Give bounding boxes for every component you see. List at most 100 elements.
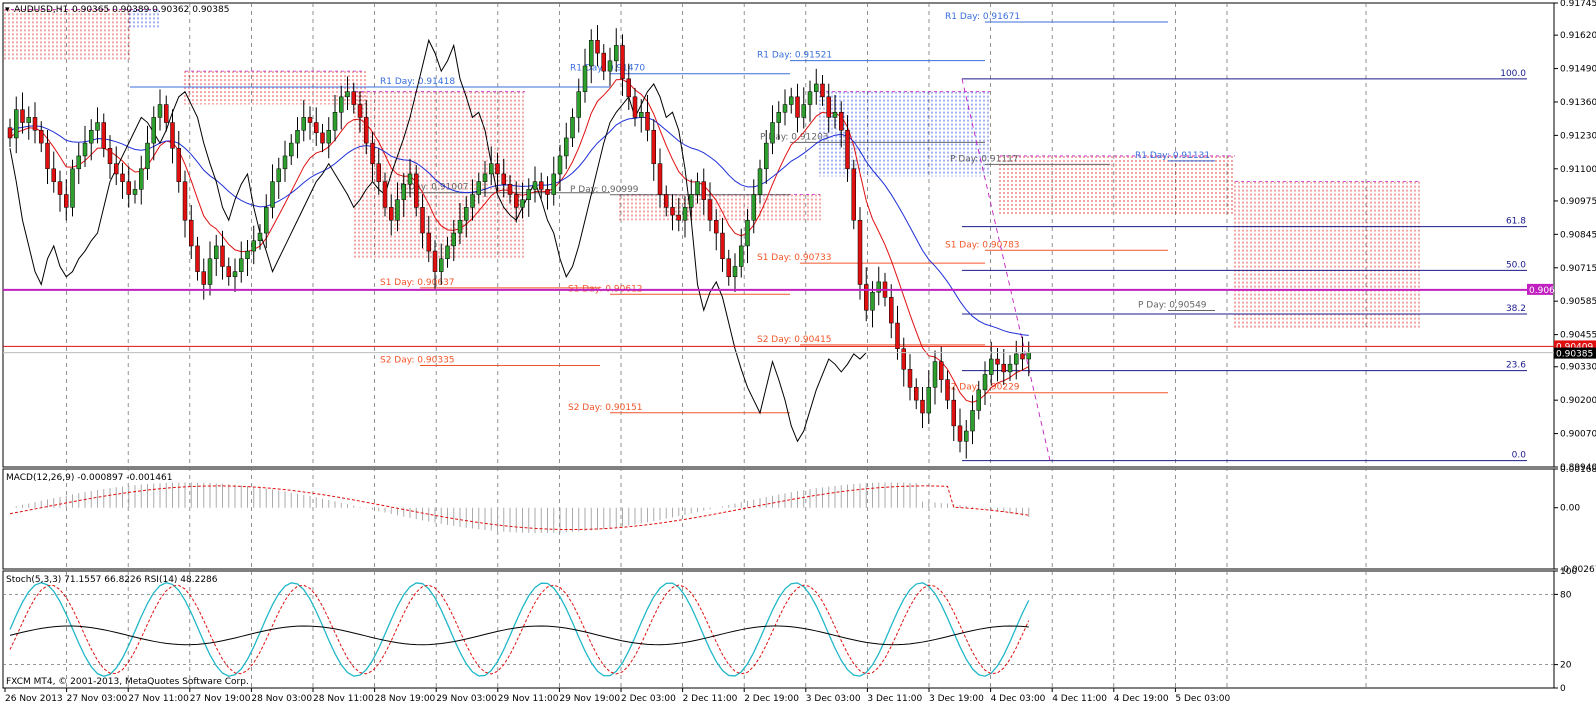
ohlc-readout: 0.90365 0.90389 0.90362 0.90385	[72, 5, 229, 15]
candle-bullish	[345, 91, 350, 98]
candle-bearish	[845, 129, 850, 170]
candle-bullish	[982, 374, 988, 391]
x-tick-label: 5 Dec 03:00	[1175, 694, 1230, 704]
candle-bearish	[826, 96, 831, 118]
x-tick-label: 4 Dec 03:00	[991, 694, 1046, 704]
bid-tag	[1554, 340, 1596, 352]
x-tick-label: 2 Dec 03:00	[621, 694, 676, 704]
candle-bullish	[614, 45, 619, 62]
y-tick-label: 0.90585	[1560, 297, 1596, 307]
y-tick-label: 0.91620	[1560, 31, 1596, 41]
fib-label: 38.2	[1506, 304, 1526, 314]
candle-bullish	[439, 258, 444, 272]
candle-bearish	[426, 232, 431, 252]
candle-bullish	[1007, 363, 1013, 373]
candle-bearish	[20, 109, 25, 123]
candle-bullish	[214, 245, 219, 260]
candle-bullish	[682, 207, 688, 221]
stoch-rsi-indicator: 100 80 20 0	[3, 567, 1577, 694]
candle-bearish	[507, 183, 513, 195]
candle-bearish	[889, 297, 894, 324]
candle-bearish	[645, 112, 650, 131]
candle-bearish	[495, 163, 500, 175]
candle-bearish	[120, 173, 125, 182]
candle-bullish	[70, 168, 75, 208]
y-tick-label: 0.91100	[1560, 165, 1596, 175]
candle-bullish	[745, 219, 750, 247]
pivot-label: R1 Day: 0.91418	[380, 77, 455, 87]
candle-bullish	[239, 258, 244, 272]
x-tick-label: 29 Nov 03:00	[436, 694, 497, 704]
stoch-y-tick-label: 100	[1560, 567, 1577, 577]
candle-bearish	[7, 127, 13, 139]
candle-bullish	[870, 291, 875, 311]
pivot-label: S2 Day: 0.90151	[568, 403, 643, 413]
candle-bearish	[914, 387, 919, 401]
candle-bearish	[907, 369, 913, 388]
candle-bearish	[64, 194, 69, 208]
stoch-y-tick-label: 80	[1560, 590, 1572, 600]
stoch-panel-frame	[2, 570, 1555, 689]
candle-bullish	[82, 142, 88, 157]
candle-bullish	[520, 199, 525, 208]
macd-y-tick-label: -0.00267	[1560, 565, 1596, 575]
candle-bullish	[489, 163, 494, 175]
candle-bearish	[226, 266, 231, 278]
candlesticks	[7, 25, 1031, 459]
candle-bullish	[464, 207, 469, 221]
candle-bullish	[964, 430, 969, 442]
fibonacci-levels: 100.0 61.8 50.0 38.2 23.6 0.0	[961, 69, 1527, 462]
candle-bearish	[176, 147, 181, 182]
pivot-label: R1 Day: 0.91671	[945, 12, 1020, 22]
candle-bullish	[457, 219, 463, 234]
candle-bullish	[245, 250, 250, 260]
candle-bullish	[251, 240, 256, 252]
pivot-label: P Day: 0.90549	[1138, 300, 1207, 310]
x-tick-label: 27 Nov 03:00	[67, 694, 128, 704]
candle-bullish	[476, 181, 481, 195]
symbol-arrow-icon: ▾	[5, 5, 10, 15]
candle-bearish	[839, 112, 844, 131]
stoch-k-line	[9, 582, 1030, 677]
candle-bearish	[895, 322, 900, 350]
candle-bearish	[114, 163, 119, 175]
fib-trendline	[961, 78, 1051, 461]
x-tick-label: 28 Nov 11:00	[313, 694, 374, 704]
time-axis: 26 Nov 2013 27 Nov 03:00 27 Nov 11:00 27 No…	[4, 688, 1230, 704]
candle-bullish	[564, 137, 569, 157]
candle-bullish	[207, 258, 213, 285]
copyright-label: FXCM MT4, © 2001-2013, MetaQuotes Softwa…	[6, 677, 249, 687]
y-tick-label: 0.90070	[1560, 430, 1596, 440]
candle-bullish	[739, 245, 744, 267]
candle-bullish	[257, 232, 263, 242]
candle-bearish	[920, 399, 925, 414]
candle-bullish	[395, 199, 400, 221]
x-tick-label: 3 Dec 19:00	[929, 694, 984, 704]
x-tick-label: 4 Dec 11:00	[1052, 694, 1107, 704]
close-tag	[1554, 347, 1596, 359]
candle-bullish	[976, 389, 981, 411]
candle-bearish	[39, 129, 44, 144]
kijun-line	[9, 116, 1029, 336]
horizontal-line-value: 0.90629	[1529, 286, 1566, 296]
candle-bullish	[332, 112, 338, 131]
x-tick-label: 28 Nov 03:00	[251, 694, 312, 704]
pivot-label: P Day: 0.91007	[400, 183, 469, 193]
candle-bearish	[864, 284, 869, 311]
candle-bullish	[401, 183, 406, 200]
candle-bullish	[807, 91, 813, 105]
candle-bearish	[601, 52, 606, 72]
stoch-title: Stoch(5,3,3) 71.1557 66.8226 RSI(14) 48.…	[6, 575, 218, 585]
fib-label: 23.6	[1506, 361, 1526, 371]
candle-bearish	[382, 181, 388, 208]
candle-bearish	[432, 250, 438, 272]
candle-bearish	[320, 132, 325, 144]
y-tick-label: 0.89940	[1560, 463, 1596, 473]
candle-bullish	[576, 91, 581, 118]
candle-bullish	[832, 112, 838, 118]
fib-label: 50.0	[1506, 260, 1526, 270]
candle-bullish	[1026, 352, 1031, 360]
candle-bullish	[789, 96, 794, 105]
price-axis: 0.91745 0.91620 0.91490 0.91360 0.91230 0.911…	[1554, 0, 1596, 473]
